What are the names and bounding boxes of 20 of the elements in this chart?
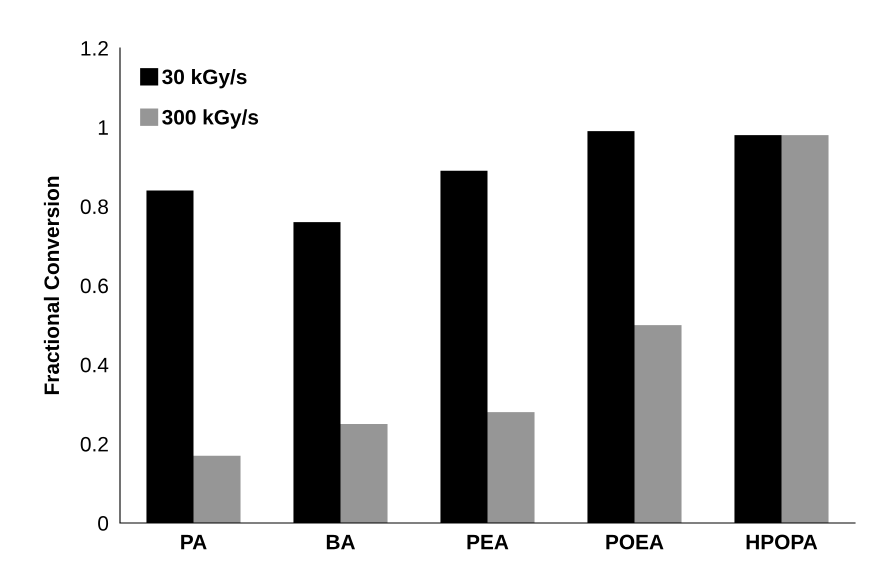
- bar: [488, 412, 535, 523]
- y-tick-label: 0: [98, 516, 108, 531]
- legend-label: 300 kGy/s: [162, 109, 258, 129]
- y-tick-label: 0.2: [80, 436, 108, 452]
- y-axis-title: Fractional Conversion: [44, 176, 60, 394]
- y-tick-label: 1: [98, 120, 108, 135]
- bar: [634, 325, 682, 523]
- bar: [340, 424, 388, 523]
- x-tick-label: PEA: [467, 534, 508, 550]
- y-tick-label: 0.8: [80, 199, 108, 214]
- legend-label: 30 kGy/s: [162, 68, 247, 88]
- x-tick-label: PA: [181, 534, 207, 550]
- y-tick-label: 1.2: [82, 41, 108, 56]
- bar: [782, 135, 829, 523]
- x-tick-label: POEA: [606, 534, 664, 550]
- x-tick-label: BA: [326, 534, 355, 550]
- y-tick-label: 0.4: [80, 358, 108, 372]
- bar: [194, 456, 241, 523]
- y-tick-label: 0.6: [80, 278, 108, 294]
- x-tick-label: HPOPA: [746, 534, 818, 550]
